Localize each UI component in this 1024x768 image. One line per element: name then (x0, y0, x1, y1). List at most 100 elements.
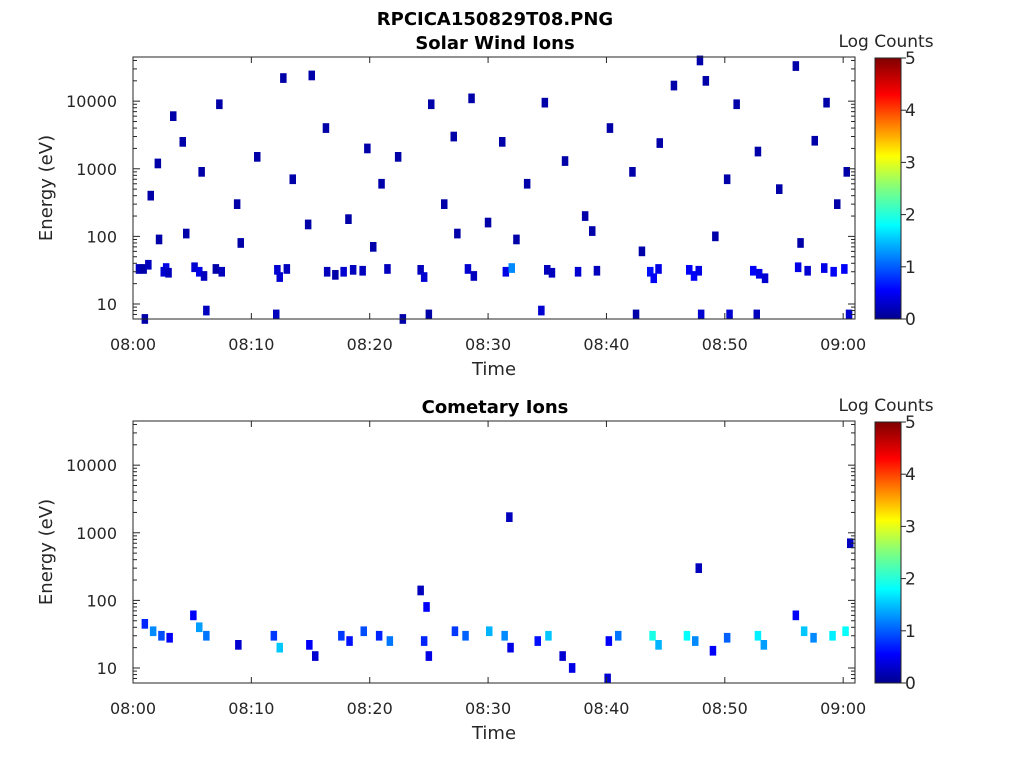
heatmap-cell (792, 61, 800, 71)
heatmap-cell (306, 640, 313, 650)
heatmap-cell (574, 266, 582, 277)
heatmap-cell (692, 636, 699, 646)
heatmap-cell (451, 626, 459, 637)
x-tick-label: 08:40 (583, 699, 629, 718)
heatmap-cell (254, 152, 261, 162)
panel-title: Solar Wind Ions (415, 33, 574, 54)
y-tick-label: 10 (97, 659, 117, 678)
x-tick-label: 08:50 (702, 699, 748, 718)
heatmap-cell (670, 80, 678, 91)
heatmap-cell (656, 138, 663, 148)
heatmap-cell (800, 626, 808, 637)
heatmap-cell (345, 214, 352, 224)
heatmap-cell (544, 265, 551, 275)
heatmap-cell (541, 97, 549, 108)
heatmap-cell (776, 184, 783, 194)
x-tick-label: 08:40 (583, 335, 629, 354)
heatmap-cell (454, 228, 461, 239)
heatmap-cell (690, 271, 698, 281)
heatmap-cell (605, 636, 613, 646)
heatmap-cell (683, 630, 691, 641)
heatmap-cell (649, 630, 656, 641)
heatmap-cell (378, 178, 385, 189)
heatmap-cell (276, 272, 283, 282)
heatmap-cell (842, 626, 849, 637)
heatmap-cell (829, 630, 836, 641)
heatmap-cell (709, 645, 717, 656)
colorbar-tick-label: 1 (905, 258, 916, 278)
heatmap-cell (312, 651, 319, 661)
heatmap-cell (760, 640, 768, 650)
heatmap-cells (141, 512, 854, 684)
heatmap-cell (160, 266, 167, 277)
heatmap-cell (655, 264, 662, 274)
heatmap-cell (346, 636, 353, 646)
heatmap-cell (462, 630, 469, 641)
heatmap-cell (702, 76, 710, 86)
colorbar-tick-label: 5 (905, 413, 916, 433)
heatmap-cell (501, 630, 508, 641)
y-axis-label: Energy (eV) (36, 135, 57, 241)
heatmap-cell (486, 626, 493, 637)
colorbar-tick-label: 4 (905, 465, 916, 485)
heatmap-cell (804, 265, 811, 276)
heatmap-cell (830, 266, 837, 277)
colorbar (874, 57, 902, 320)
heatmap-cell (638, 246, 646, 257)
heatmap-cell (821, 263, 828, 273)
heatmap-cell (417, 265, 424, 275)
heatmap-cell (332, 270, 339, 280)
x-tick-label: 08:20 (347, 335, 393, 354)
heatmap-cell (810, 632, 817, 643)
heatmap-cell (141, 619, 149, 629)
panel-cometary: Cometary Ions 08:00 08:10 08:20 08:30 08:40 0… (36, 396, 934, 744)
x-axis-label: Time (471, 359, 516, 380)
heatmap-cell (145, 259, 152, 270)
heatmap-cell (754, 146, 762, 157)
heatmap-cell (216, 99, 223, 110)
y-tick-label: 10 (97, 295, 117, 314)
heatmap-cell (534, 636, 541, 646)
x-axis-label: Time (471, 723, 516, 744)
axis-ticks: 08:00 08:10 08:20 08:30 08:40 08:50 09:00 10 100… (66, 421, 866, 718)
heatmap-cell (428, 99, 435, 110)
heatmap-cell (170, 111, 177, 121)
heatmap-cell (847, 538, 854, 549)
heatmap-cell (384, 264, 391, 274)
heatmap-cell (470, 271, 478, 281)
panel-solar-wind: Solar Wind Ions 08:00 08:10 08:20 08:30 08:4… (36, 32, 934, 380)
heatmap-cell (233, 199, 241, 209)
heatmap-cell (686, 265, 693, 275)
heatmap-cell (370, 242, 377, 252)
plot-frame (132, 420, 856, 684)
heatmap-cell (274, 265, 281, 275)
heatmap-cell (604, 673, 611, 684)
heatmap-cell (200, 271, 208, 281)
heatmap-cell (502, 266, 510, 277)
heatmap-cell (797, 238, 804, 248)
heatmap-cell (733, 99, 740, 110)
heatmap-cell (190, 610, 197, 621)
heatmap-cell (338, 630, 345, 641)
figure-title: RPCICA150829T08.PNG (377, 9, 613, 30)
plot-frame (132, 56, 856, 320)
heatmap-cell (753, 309, 760, 320)
heatmap-cell (340, 266, 347, 277)
heatmap-cell (359, 265, 366, 276)
heatmap-cell (196, 266, 203, 277)
heatmap-cell (425, 309, 433, 320)
heatmap-cell (166, 632, 173, 643)
heatmap-cell (198, 167, 205, 177)
heatmap-cell (506, 512, 513, 522)
colorbar-tick-label: 0 (905, 310, 916, 330)
heatmap-cell (568, 663, 576, 673)
heatmap-cell (723, 632, 731, 643)
x-tick-label: 08:30 (465, 335, 511, 354)
heatmap-cell (183, 228, 190, 239)
heatmap-cell (364, 143, 371, 154)
x-tick-label: 08:30 (465, 699, 511, 718)
heatmap-cell (755, 268, 763, 279)
heatmap-cell (140, 264, 147, 274)
colorbar-ticks: 0 1 2 3 4 5 (901, 49, 916, 330)
heatmap-cell (843, 167, 850, 177)
